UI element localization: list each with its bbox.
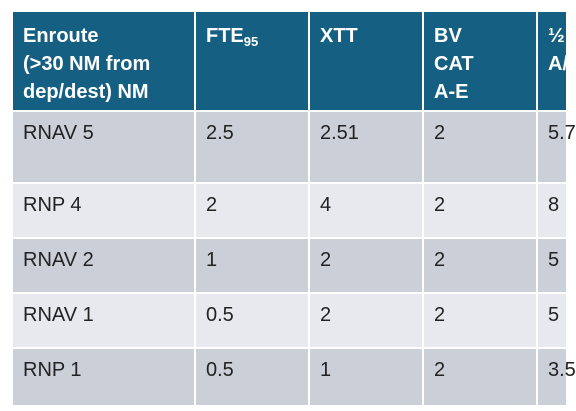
header-enroute-line1: Enroute	[23, 25, 99, 47]
table-row: RNAV 5 2.5 2.51 2 5.77	[11, 110, 576, 184]
header-xtt-label: XTT	[320, 25, 358, 47]
table-row: RNAV 2 1 2 2 5	[11, 237, 568, 294]
cell-bv: 2	[422, 292, 538, 349]
header-aw-line1: ½	[548, 25, 565, 47]
table-container: Enroute (>30 NM from dep/dest) NM FTE95 …	[11, 10, 576, 407]
cell-bv: 2	[422, 237, 538, 294]
cell-xtt: 2	[308, 292, 424, 349]
header-row: Enroute (>30 NM from dep/dest) NM FTE95 …	[11, 10, 576, 112]
cell-xtt: 4	[308, 182, 424, 239]
cell-xtt: 2.51	[308, 110, 424, 184]
cell-fte: 2	[194, 182, 310, 239]
header-fte: FTE95	[194, 10, 310, 112]
header-bv-line1: BV	[434, 25, 462, 47]
header-bv-line2: CAT	[434, 53, 474, 75]
table-row: RNP 4 2 4 2 8	[11, 182, 568, 239]
cell-bv: 2	[422, 347, 538, 407]
header-enroute: Enroute (>30 NM from dep/dest) NM	[11, 10, 196, 112]
cell-fte: 2.5	[194, 110, 310, 184]
header-enroute-line3: dep/dest) NM	[23, 81, 149, 103]
header-enroute-line2: (>30 NM from	[23, 53, 151, 75]
table-row: RNAV 1 0.5 2 2 5	[11, 292, 568, 349]
cell-spec: RNAV 5	[11, 110, 196, 184]
header-bv: BV CAT A-E	[422, 10, 538, 112]
cell-aw: 8	[536, 182, 568, 239]
cell-spec: RNP 1	[11, 347, 196, 407]
cell-fte: 1	[194, 237, 310, 294]
cell-fte: 0.5	[194, 292, 310, 349]
cell-aw: 3.5	[536, 347, 576, 407]
table-row: RNP 1 0.5 1 2 3.5	[11, 347, 576, 407]
header-aw: ½ A/W	[536, 10, 576, 112]
navigation-spec-table: Enroute (>30 NM from dep/dest) NM FTE95 …	[11, 10, 576, 407]
cell-xtt: 2	[308, 237, 424, 294]
header-fte-main: FTE	[206, 25, 244, 47]
cell-aw: 5	[536, 292, 568, 349]
cell-bv: 2	[422, 110, 538, 184]
cell-aw: 5.77	[536, 110, 576, 184]
cell-spec: RNAV 1	[11, 292, 196, 349]
header-bv-line3: A-E	[434, 81, 469, 103]
cell-fte: 0.5	[194, 347, 310, 407]
cell-bv: 2	[422, 182, 538, 239]
cell-spec: RNAV 2	[11, 237, 196, 294]
header-aw-line2: A/W	[548, 53, 576, 75]
header-xtt: XTT	[308, 10, 424, 112]
cell-xtt: 1	[308, 347, 424, 407]
header-fte-sub: 95	[243, 34, 259, 49]
cell-aw: 5	[536, 237, 568, 294]
cell-spec: RNP 4	[11, 182, 196, 239]
